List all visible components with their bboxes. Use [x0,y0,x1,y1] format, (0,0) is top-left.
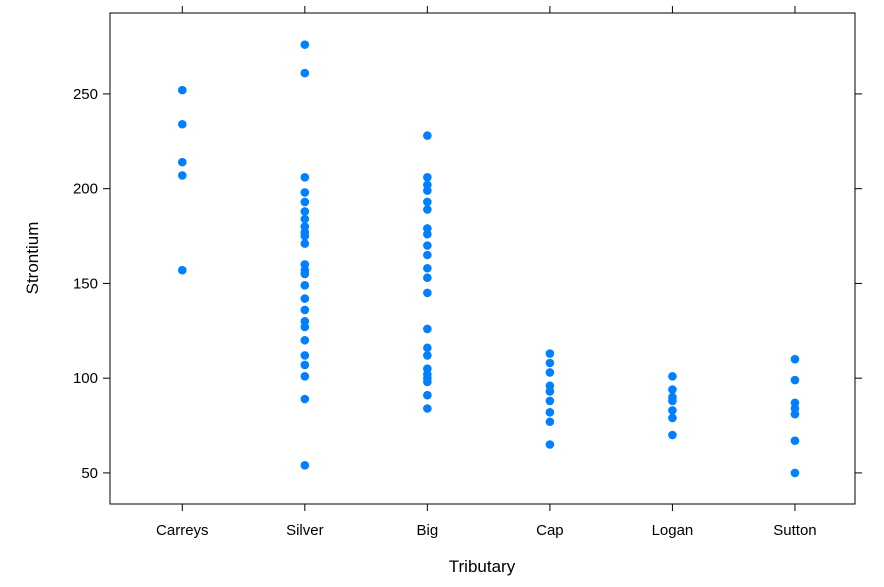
point [300,294,310,303]
point [423,250,432,260]
point [300,305,310,315]
point [423,377,432,387]
point [300,351,310,360]
x-tick-label: Sutton [773,522,816,539]
point [545,417,555,427]
point [423,229,432,239]
point [300,394,310,404]
point [423,404,432,413]
point [177,157,187,167]
point [790,354,800,364]
x-axis-title: Tributary [449,557,516,576]
point [545,407,555,417]
x-tick-label: Cap [536,522,564,539]
point [300,281,310,290]
point [300,68,310,78]
point [545,358,555,368]
point [423,288,432,298]
point [790,436,800,446]
point [177,171,187,180]
point [423,172,432,182]
point [668,413,677,423]
point [423,131,432,140]
point [300,360,310,370]
point [300,322,310,332]
point [423,186,432,195]
point [300,197,310,207]
point [668,396,677,406]
x-tick-label: Logan [652,522,694,539]
point [545,396,555,406]
point [300,461,310,470]
y-axis-title: Strontium [23,222,42,295]
x-tick-label: Carreys [156,522,209,539]
point [423,197,432,207]
x-tick-label: Silver [286,522,324,539]
point [177,85,187,95]
point [423,324,432,334]
point [300,371,310,381]
point [545,349,555,358]
point [790,468,800,478]
point [423,263,432,273]
point [545,440,555,449]
point [423,390,432,400]
point [300,231,310,241]
point [300,239,310,248]
point [177,265,187,275]
point [668,371,677,381]
point [300,172,310,182]
y-tick-label: 100 [73,370,98,387]
point [177,119,187,129]
point [300,269,310,279]
point [300,207,310,216]
point [423,343,432,353]
point [423,351,432,360]
point [790,375,800,385]
point [423,273,432,283]
point [423,241,432,250]
point [790,409,800,419]
point [668,385,677,394]
point [668,406,677,415]
plot-frame [109,12,856,505]
point [545,387,555,396]
point [300,188,310,197]
y-tick-label: 250 [73,86,98,103]
point [300,214,310,224]
x-tick-label: Big [417,522,439,539]
point [300,335,310,345]
point [668,430,677,440]
point [545,368,555,377]
point [423,205,432,214]
point [300,40,310,49]
y-tick-label: 200 [73,181,98,198]
y-tick-label: 50 [81,465,98,482]
y-tick-label: 150 [73,275,98,292]
